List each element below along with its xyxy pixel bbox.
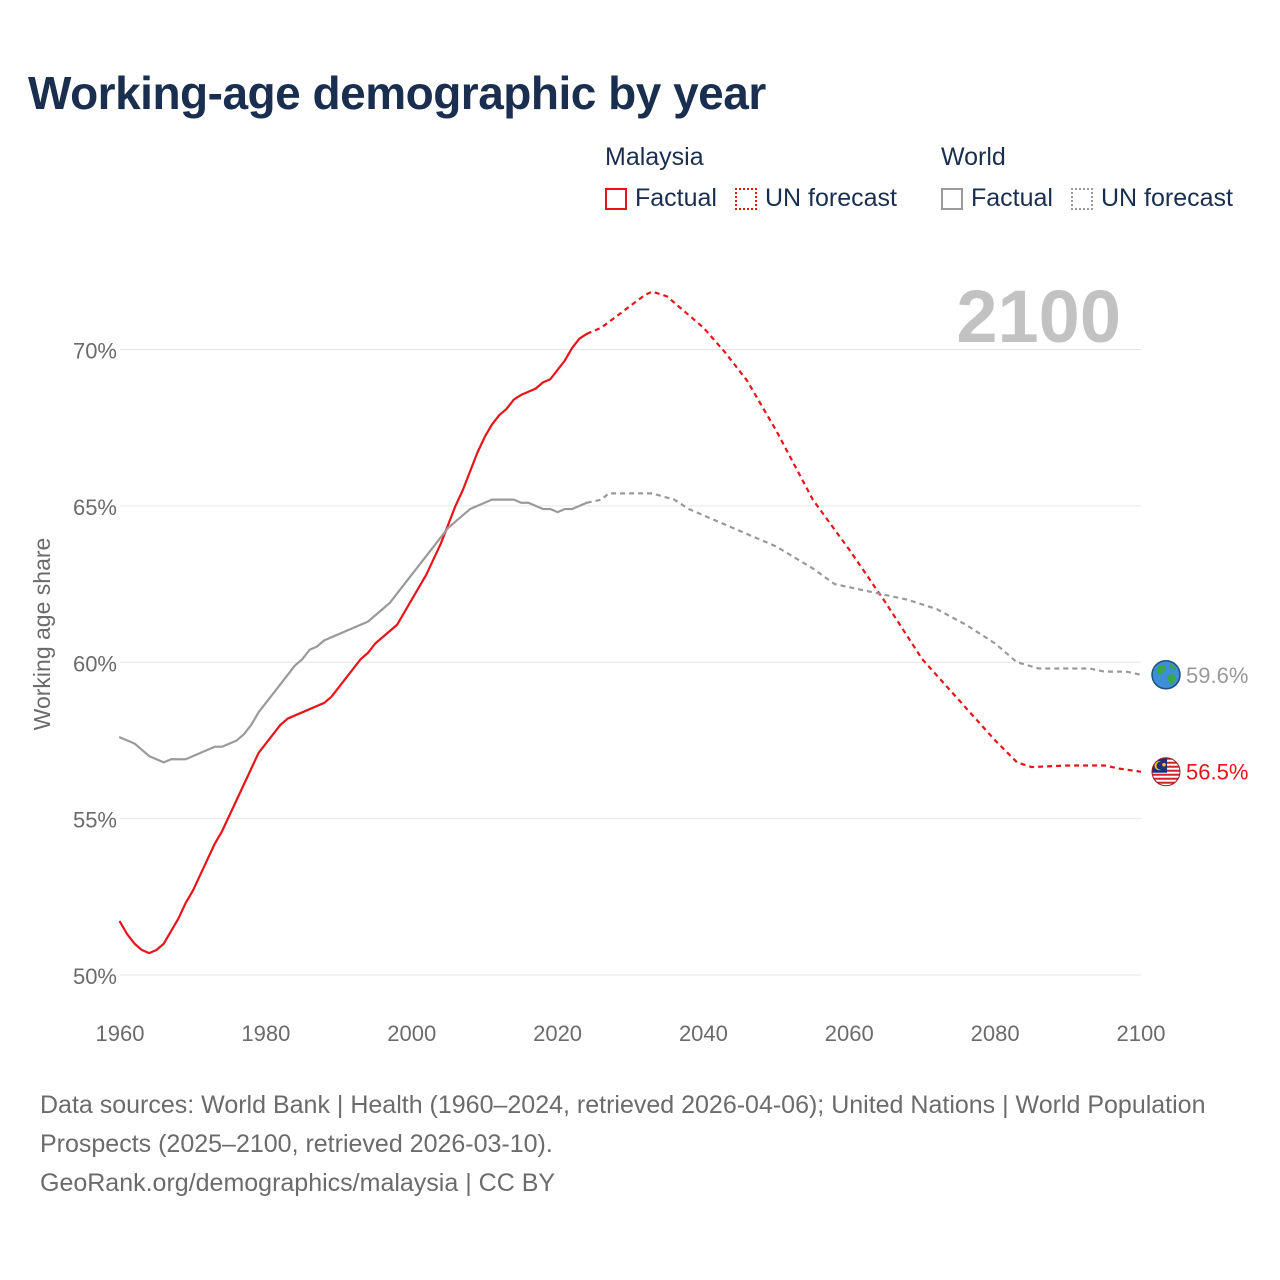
- legend-label: UN forecast: [764, 184, 897, 212]
- series-line-malaysia-factual: [118, 332, 588, 955]
- series-line-world-factual: [118, 498, 588, 764]
- x-tick-label: 2020: [533, 1021, 582, 1046]
- x-tick-label: 2040: [679, 1021, 728, 1046]
- legend-label: Factual: [971, 184, 1053, 212]
- legend-label: Factual: [635, 184, 717, 212]
- legend-world: World Factual UN forecast: [941, 143, 1251, 213]
- line-chart: 2100 50% 55% 60% 65% 70% 1960 1980 2000 2020 2040 2…: [29, 275, 1248, 1046]
- y-tick-label: 65%: [73, 495, 117, 520]
- x-tick-label: 1980: [241, 1021, 290, 1046]
- legend-malaysia: Malaysia Factual UN forecast: [605, 143, 915, 213]
- legend-swatch: [1070, 187, 1093, 210]
- x-tick-label: 2000: [387, 1021, 436, 1046]
- y-axis-label: Working age share: [29, 538, 55, 731]
- x-tick-label: 2080: [971, 1021, 1020, 1046]
- credit-text: GeoRank.org/demographics/malaysia | CC B…: [40, 1169, 556, 1197]
- footer: Data sources: World Bank | Health (1960–…: [40, 1086, 1220, 1203]
- legend-world-forecast[interactable]: UN forecast: [1070, 184, 1233, 213]
- chart-title: Working-age demographic by year: [28, 67, 766, 119]
- year-watermark: 2100: [956, 275, 1121, 358]
- x-tick-label: 2060: [825, 1021, 874, 1046]
- y-tick-label: 70%: [73, 339, 117, 364]
- legend-world-factual[interactable]: Factual: [941, 184, 1053, 213]
- legend-malaysia-factual[interactable]: Factual: [605, 184, 717, 213]
- y-tick-label: 50%: [73, 964, 117, 989]
- globe-icon: [1151, 660, 1181, 690]
- end-value-label: 56.5%: [1186, 760, 1248, 785]
- legend-malaysia-forecast[interactable]: UN forecast: [734, 184, 897, 213]
- x-tick-label: 2100: [1117, 1021, 1166, 1046]
- legend-label: UN forecast: [1100, 184, 1233, 212]
- legend-group-name: World: [941, 143, 1006, 171]
- x-tick-label: 1960: [96, 1021, 145, 1046]
- end-value-label: 59.6%: [1186, 663, 1248, 688]
- legend-swatch: [941, 187, 963, 210]
- legend-group-name: Malaysia: [605, 143, 704, 171]
- series-line-malaysia-un-forecast: [586, 290, 1142, 773]
- data-sources-text: Data sources: World Bank | Health (1960–…: [40, 1091, 1206, 1158]
- malaysia-flag-icon: [1151, 757, 1181, 787]
- legend-swatch: [605, 187, 627, 210]
- y-tick-label: 60%: [73, 651, 117, 676]
- y-tick-label: 55%: [73, 808, 117, 833]
- series-line-world-un-forecast: [586, 492, 1142, 676]
- legend-swatch: [734, 187, 757, 210]
